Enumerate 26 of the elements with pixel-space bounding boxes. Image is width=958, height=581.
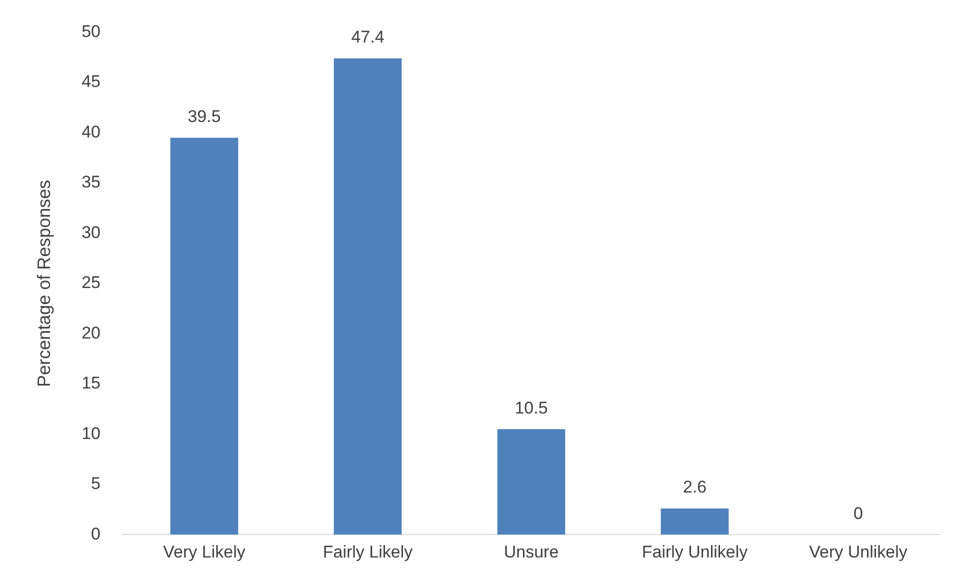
y-tick-label: 45 xyxy=(82,72,101,92)
bar xyxy=(497,429,566,535)
x-tick-label: Fairly Unlikely xyxy=(642,542,748,562)
y-tick-label: 35 xyxy=(82,172,101,192)
data-label: 0 xyxy=(854,504,863,523)
y-tick-label: 5 xyxy=(91,474,101,494)
y-tick-label: 25 xyxy=(82,273,101,292)
x-tick-label: Unsure xyxy=(504,542,559,562)
bar xyxy=(334,58,402,535)
data-label: 10.5 xyxy=(514,398,548,418)
y-tick-label: 0 xyxy=(91,524,101,544)
y-axis-title: Percentage of Responses xyxy=(34,180,54,387)
y-tick-label: 40 xyxy=(82,122,101,142)
y-tick-label: 10 xyxy=(82,424,101,443)
x-tick-label: Fairly Likely xyxy=(322,542,414,562)
data-label: 47.4 xyxy=(351,28,384,47)
bar xyxy=(170,138,238,535)
y-tick-label: 15 xyxy=(82,374,101,393)
y-tick-label: 20 xyxy=(82,323,101,342)
data-label: 39.5 xyxy=(188,106,221,126)
data-label: 2.6 xyxy=(682,478,707,497)
x-tick-label: Very Likely xyxy=(163,542,246,562)
x-tick-label: Very Unlikely xyxy=(809,542,908,562)
y-tick-label: 30 xyxy=(82,222,101,242)
y-tick-label: 50 xyxy=(82,22,101,41)
bar xyxy=(660,508,729,535)
